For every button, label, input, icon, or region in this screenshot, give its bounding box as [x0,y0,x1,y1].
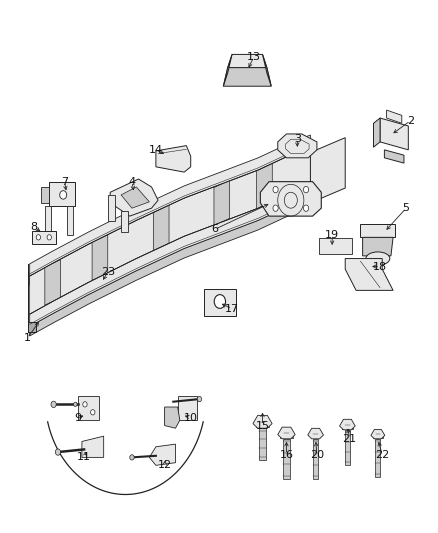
Polygon shape [228,54,267,68]
Bar [280,434,293,438]
Polygon shape [311,138,345,203]
Polygon shape [30,198,311,336]
Polygon shape [253,415,272,428]
Bar [373,435,383,438]
Polygon shape [165,407,180,428]
Text: 21: 21 [343,434,357,444]
Polygon shape [262,54,271,86]
Polygon shape [30,185,311,326]
Polygon shape [360,224,395,237]
Circle shape [304,187,309,193]
Text: 23: 23 [101,267,115,277]
Text: 5: 5 [403,203,410,213]
Circle shape [55,449,60,455]
Polygon shape [32,231,56,244]
Text: 8: 8 [31,222,38,232]
Polygon shape [92,235,108,280]
Polygon shape [149,444,176,465]
Polygon shape [387,110,402,123]
Circle shape [130,455,134,460]
Polygon shape [28,322,36,332]
Text: 10: 10 [184,413,198,423]
Polygon shape [30,147,311,286]
Polygon shape [156,146,191,172]
Polygon shape [49,182,75,206]
Polygon shape [363,237,393,256]
Polygon shape [45,206,51,235]
Text: 9: 9 [74,413,81,423]
Text: 2: 2 [407,116,414,126]
Polygon shape [30,147,311,314]
Polygon shape [223,54,232,86]
Polygon shape [385,150,404,163]
Bar [342,426,353,429]
Text: 16: 16 [279,450,293,460]
Text: 22: 22 [375,450,389,460]
Polygon shape [204,289,237,316]
Text: 3: 3 [294,134,301,144]
Polygon shape [339,419,355,430]
Polygon shape [121,211,127,232]
Circle shape [214,295,226,309]
Text: 19: 19 [325,230,339,240]
Polygon shape [121,187,149,208]
Polygon shape [178,397,197,420]
Circle shape [47,235,51,240]
Circle shape [83,402,87,407]
Circle shape [197,397,201,402]
Text: 13: 13 [247,52,261,62]
Circle shape [36,235,41,240]
Bar [375,439,380,477]
Polygon shape [371,430,385,439]
Text: 1: 1 [24,333,31,343]
Ellipse shape [366,252,390,265]
Polygon shape [319,238,352,254]
Bar [283,439,290,479]
Circle shape [273,205,278,212]
Text: 20: 20 [310,450,324,460]
Text: 18: 18 [373,262,387,271]
Polygon shape [278,427,295,439]
Polygon shape [278,134,317,158]
Polygon shape [345,259,393,290]
Polygon shape [110,179,158,216]
Polygon shape [223,68,271,86]
Polygon shape [257,163,272,209]
Bar [345,430,350,465]
Circle shape [91,410,95,415]
Text: 15: 15 [255,421,269,431]
Circle shape [60,191,67,199]
Text: 17: 17 [225,304,239,314]
Polygon shape [214,180,230,226]
Polygon shape [380,118,408,150]
Text: 14: 14 [149,145,163,155]
Polygon shape [153,205,169,251]
Text: 12: 12 [158,461,172,470]
Text: 7: 7 [61,176,68,187]
Text: 11: 11 [77,453,91,463]
Polygon shape [30,135,311,276]
Text: 4: 4 [128,176,135,187]
Polygon shape [45,260,60,305]
Polygon shape [82,436,104,457]
Polygon shape [78,397,99,420]
Circle shape [273,187,278,193]
Text: 6: 6 [211,224,218,235]
Circle shape [51,401,56,408]
Polygon shape [308,429,323,439]
Polygon shape [108,195,115,221]
Bar [259,428,266,459]
Polygon shape [41,187,49,203]
Bar [256,424,269,427]
Bar [313,439,318,479]
Polygon shape [67,206,73,235]
Polygon shape [260,182,321,216]
Circle shape [304,205,309,212]
Polygon shape [374,118,380,147]
Circle shape [74,402,77,407]
